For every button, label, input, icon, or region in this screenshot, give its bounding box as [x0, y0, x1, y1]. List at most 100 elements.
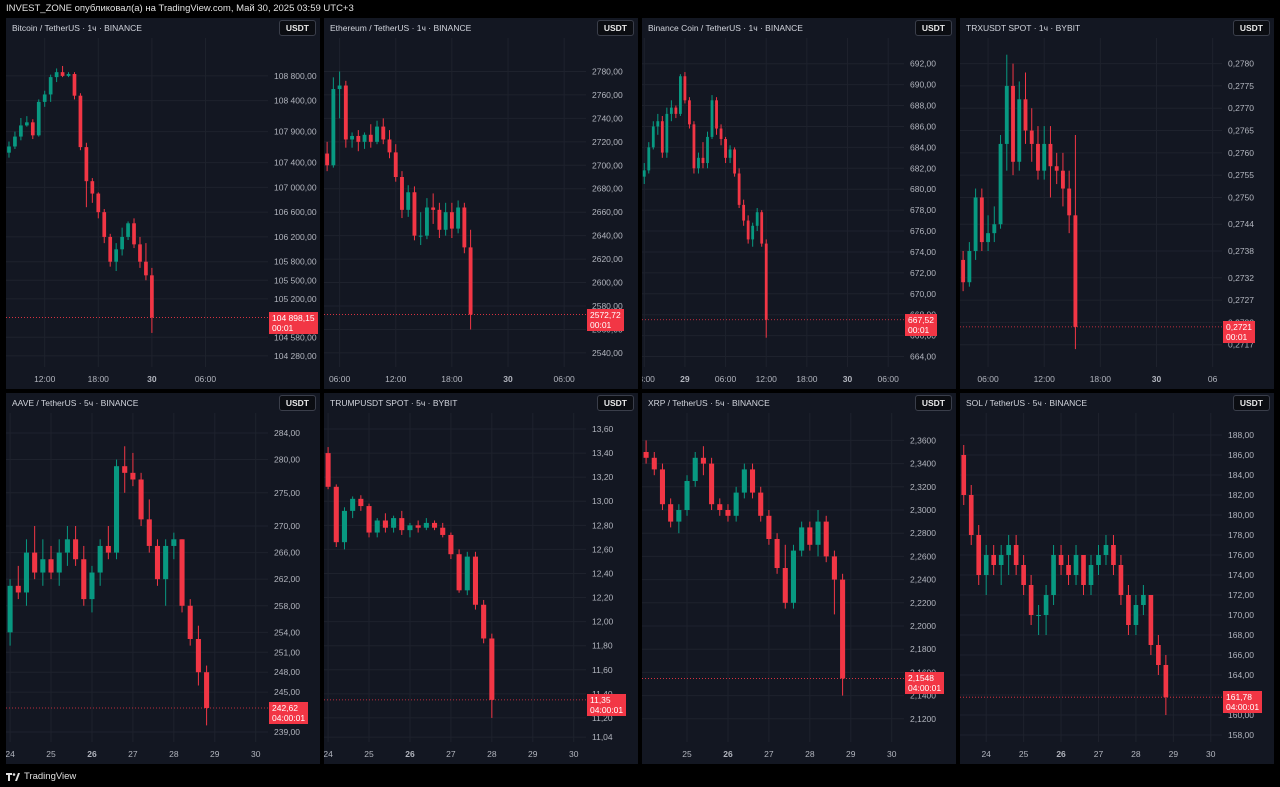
x-tick-label: 18:00 [88, 374, 110, 384]
candle-body [741, 469, 747, 493]
y-tick-label: 0,2780 [1228, 59, 1254, 69]
candle-body [782, 568, 788, 603]
y-tick-label: 2600,00 [592, 278, 623, 288]
currency-button[interactable]: USDT [914, 20, 952, 36]
candle-body [1088, 565, 1094, 585]
candle-body [749, 469, 756, 493]
y-tick-label: 0,2738 [1228, 246, 1254, 256]
chart-canvas[interactable]: 108 800,00 108 400,00 107 900,00 107 400,00… [6, 18, 320, 389]
currency-button[interactable]: USDT [1232, 20, 1270, 36]
y-tick-label: 2,2600 [910, 551, 936, 561]
candle-body [665, 113, 669, 153]
currency-button[interactable]: USDT [596, 395, 634, 411]
bar-countdown: 00:01 [590, 319, 612, 330]
chart-canvas[interactable]: 188,00 186,00 184,00 182,00 180,00 178,00 176,… [960, 393, 1274, 764]
candle-body [1036, 143, 1040, 171]
candle-body [381, 126, 386, 140]
currency-button[interactable]: USDT [278, 395, 316, 411]
chart-canvas[interactable]: 13,60 13,40 13,20 13,00 12,80 12,60 12,40 12,20… [324, 393, 638, 764]
x-tick-label: 24 [6, 749, 15, 759]
y-tick-label: 674,00 [910, 247, 936, 257]
tradingview-logo[interactable]: TradingView [6, 771, 76, 782]
candle-body [1048, 143, 1053, 167]
candle-body [350, 498, 356, 511]
chart-title: TRXUSDT SPOT · 1ч · BYBIT [966, 23, 1081, 33]
candle-body [1006, 545, 1011, 555]
chart-panel-6[interactable]: 13,60 13,40 13,20 13,00 12,80 12,60 12,40 12,20… [324, 393, 638, 764]
candle-body [15, 585, 21, 593]
chart-canvas[interactable]: 2,3600 2,3400 2,3200 2,3000 2,2800 2,2600 2,24… [642, 393, 956, 764]
candle-body [407, 525, 413, 531]
y-tick-label: 672,00 [910, 268, 936, 278]
x-tick-label: 26 [405, 749, 415, 759]
chart-panel-4[interactable]: 0,2780 0,2775 0,2770 0,2765 0,2760 0,2755 0,27… [960, 18, 1274, 389]
y-tick-label: 2,2200 [910, 598, 936, 608]
last-price-tag: 667,52 00:01 [905, 313, 937, 336]
candle-body [715, 100, 718, 129]
chart-canvas[interactable]: 0,2780 0,2775 0,2770 0,2765 0,2760 0,2755 0,27… [960, 18, 1274, 389]
candle-body [412, 192, 417, 236]
candle-body [406, 192, 411, 210]
chart-panel-5[interactable]: 284,00 280,00 275,00 270,00 266,00 262,00 258,… [6, 393, 320, 764]
candle-body [382, 520, 388, 528]
chart-panel-8[interactable]: 188,00 186,00 184,00 182,00 180,00 178,00 176,… [960, 393, 1274, 764]
x-tick-label: 26 [723, 749, 733, 759]
y-tick-label: 11,04 [592, 732, 613, 742]
candle-body [138, 244, 142, 262]
candle-body [105, 545, 111, 553]
y-tick-label: 2,3400 [910, 459, 936, 469]
candle-body [692, 124, 696, 169]
candle-body [760, 212, 764, 244]
y-tick-label: 170,00 [1228, 610, 1254, 620]
currency-button[interactable]: USDT [596, 20, 634, 36]
x-tick-label: 06:00 [329, 374, 351, 384]
chart-panel-3[interactable]: 692,00 690,00 688,00 686,00 684,00 682,00 680,… [642, 18, 956, 389]
y-tick-label: 262,00 [274, 574, 300, 584]
x-tick-label: 30 [887, 749, 897, 759]
candle-body [1081, 555, 1086, 585]
candle-body [983, 555, 989, 575]
y-tick-label: 2,3600 [910, 435, 936, 445]
last-price-value: 104 898,15 [272, 312, 315, 323]
chart-canvas[interactable]: 692,00 690,00 688,00 686,00 684,00 682,00 680,… [642, 18, 956, 389]
currency-button[interactable]: USDT [914, 395, 952, 411]
y-tick-label: 13,20 [592, 472, 614, 482]
candle-body [108, 236, 113, 262]
x-tick-label: 12:00 [34, 374, 56, 384]
candle-body [489, 638, 495, 700]
y-tick-label: 160,00 [1228, 710, 1254, 720]
y-tick-label: 2700,00 [592, 160, 623, 170]
chart-canvas[interactable]: 2780,00 2760,00 2740,00 2720,00 2700,00 2680,… [324, 18, 638, 389]
x-tick-label: 26 [87, 749, 97, 759]
candle-body [126, 223, 130, 237]
chart-canvas[interactable]: 284,00 280,00 275,00 270,00 266,00 262,00 258,… [6, 393, 320, 764]
y-tick-label: 105 500,00 [274, 275, 317, 285]
y-tick-label: 2540,00 [592, 348, 623, 358]
candle-body [54, 72, 59, 78]
candle-body [737, 173, 741, 205]
chart-panel-7[interactable]: 2,3600 2,3400 2,3200 2,3000 2,2800 2,2600 2,24… [642, 393, 956, 764]
y-tick-label: 690,00 [910, 80, 936, 90]
y-tick-label: 106 200,00 [274, 232, 317, 242]
y-tick-label: 12,60 [592, 544, 614, 554]
currency-button[interactable]: USDT [1232, 395, 1270, 411]
y-tick-label: 107 400,00 [274, 158, 317, 168]
currency-button[interactable]: USDT [278, 20, 316, 36]
y-tick-label: 2,2400 [910, 575, 936, 585]
candle-body [179, 539, 185, 606]
candle-body [150, 275, 154, 318]
chart-panel-1[interactable]: 108 800,00 108 400,00 107 900,00 107 400,00… [6, 18, 320, 389]
x-tick-label: 18:00 [441, 374, 463, 384]
candle-body [468, 247, 473, 315]
candle-body [998, 143, 1003, 225]
y-tick-label: 12,40 [592, 568, 614, 578]
y-tick-label: 180,00 [1228, 510, 1254, 520]
candle-body [138, 479, 144, 520]
x-tick-label: 30 [569, 749, 579, 759]
candle-body [19, 125, 23, 137]
candle-body [992, 224, 997, 234]
chart-panel-2[interactable]: 2780,00 2760,00 2740,00 2720,00 2700,00 2680,… [324, 18, 638, 389]
y-tick-label: 682,00 [910, 163, 936, 173]
x-tick-label: 25 [1019, 749, 1029, 759]
y-tick-label: 664,00 [910, 352, 936, 362]
